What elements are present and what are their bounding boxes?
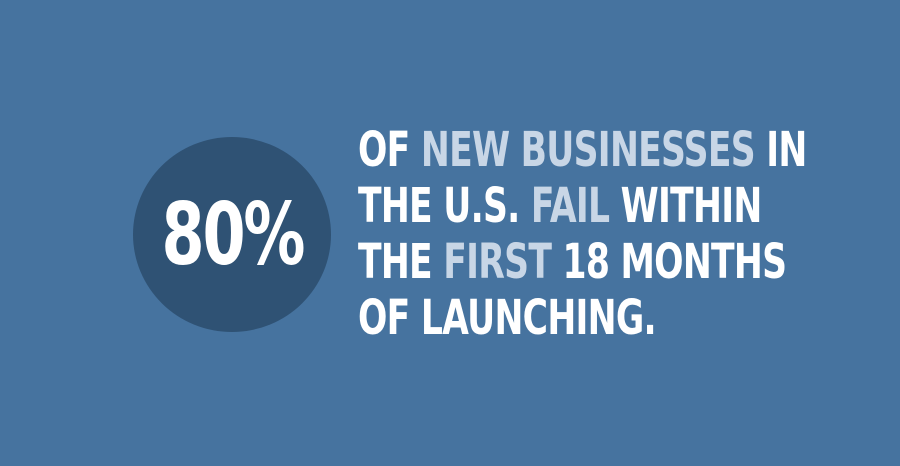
headline-highlight: FAIL <box>530 178 610 234</box>
headline-highlight: NEW BUSINESSES <box>420 122 756 178</box>
headline-text: WITHIN <box>609 178 763 234</box>
headline-line-2: THE U.S. FAIL WITHIN <box>358 178 762 234</box>
headline-line-3: THE FIRST 18 MONTHS <box>358 234 787 290</box>
headline-highlight: FIRST <box>443 234 552 290</box>
headline: OF NEW BUSINESSES IN THE U.S. FAIL WITHI… <box>358 122 807 346</box>
headline-line-4: OF LAUNCHING. <box>358 290 732 346</box>
headline-text: THE <box>358 234 444 290</box>
stat-value: 80% <box>161 184 305 285</box>
headline-text: OF <box>358 122 421 178</box>
headline-text: OF LAUNCHING. <box>358 290 657 346</box>
headline-line-1: OF NEW BUSINESSES IN <box>358 122 807 178</box>
headline-text: THE U.S. <box>358 178 531 234</box>
headline-text: IN <box>754 122 807 178</box>
headline-text: 18 MONTHS <box>551 234 787 290</box>
stat-circle: 80% <box>133 137 331 332</box>
